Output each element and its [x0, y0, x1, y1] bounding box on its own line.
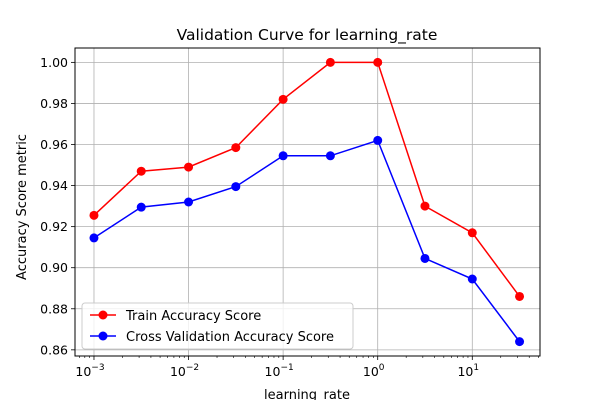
data-point [467, 274, 477, 284]
x-tick-base: 10 [75, 364, 91, 379]
data-point [373, 57, 383, 67]
y-tick-label: 0.96 [40, 137, 68, 152]
data-point [325, 151, 335, 161]
x-tick-exponent: −1 [280, 363, 293, 373]
x-axis-ticks: 10−3 10−2 10−1 100 101 [75, 356, 539, 379]
data-point [231, 182, 241, 192]
legend: Train Accuracy Score Cross Validation Ac… [81, 302, 354, 350]
legend-box [81, 302, 354, 350]
x-tick-exponent: −3 [91, 363, 104, 373]
data-point [231, 143, 241, 153]
legend-marker-cv [98, 331, 108, 341]
y-tick-label: 0.86 [40, 342, 68, 357]
data-point [278, 94, 288, 104]
data-point [184, 197, 194, 207]
y-tick-label: 0.88 [40, 301, 68, 316]
data-point [325, 57, 335, 67]
data-point [136, 166, 146, 176]
x-tick-base: 10 [170, 364, 186, 379]
series [89, 57, 525, 347]
series-train [89, 57, 525, 301]
x-axis-title: learning_rate [264, 388, 350, 400]
data-point [278, 151, 288, 161]
series-line [93, 139, 521, 343]
x-tick-label: 10−2 [170, 363, 199, 379]
y-tick-label: 0.90 [40, 260, 68, 275]
x-tick-label: 10−1 [265, 363, 294, 379]
data-point [515, 337, 525, 347]
data-point [89, 233, 99, 243]
x-tick-base: 10 [457, 364, 473, 379]
chart-title: Validation Curve for learning_rate [177, 26, 438, 45]
x-tick-label: 10−3 [75, 363, 104, 379]
x-tick-exponent: 0 [379, 363, 385, 373]
y-tick-label: 0.94 [40, 178, 68, 193]
series-cross-validation [89, 135, 525, 347]
y-axis-ticks: 0.86 0.88 0.90 0.92 0.94 0.96 0.98 1.00 [40, 55, 75, 357]
series-line [93, 61, 521, 297]
legend-marker-train [98, 310, 108, 320]
data-point [467, 228, 477, 238]
x-tick-base: 10 [363, 364, 379, 379]
axes [74, 47, 541, 357]
data-point [136, 202, 146, 212]
y-tick-label: 0.92 [40, 219, 68, 234]
data-point [89, 210, 99, 220]
data-point [184, 162, 194, 172]
data-point [420, 253, 430, 263]
data-point [515, 291, 525, 301]
legend-label-train: Train Accuracy Score [125, 309, 261, 324]
x-tick-exponent: 1 [473, 363, 479, 373]
legend-label-cv: Cross Validation Accuracy Score [126, 330, 334, 345]
x-tick-label: 101 [457, 363, 479, 379]
data-point [373, 135, 383, 145]
data-point [420, 201, 430, 211]
plot-frame [74, 47, 541, 357]
y-axis-title: Accuracy Score metric [15, 134, 30, 280]
y-tick-label: 0.98 [40, 96, 68, 111]
x-tick-exponent: −2 [186, 363, 199, 373]
x-tick-base: 10 [265, 364, 281, 379]
y-tick-label: 1.00 [40, 55, 68, 70]
x-tick-label: 100 [363, 363, 385, 379]
